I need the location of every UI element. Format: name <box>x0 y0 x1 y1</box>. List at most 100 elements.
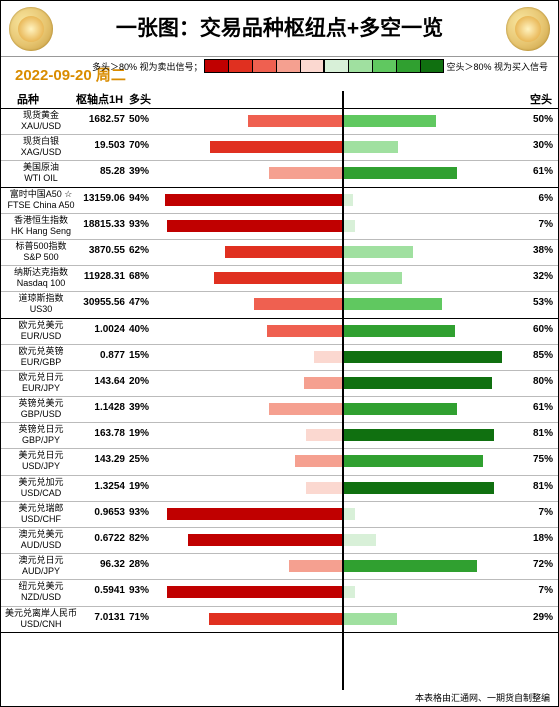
instrument-name: 富时中国A50 ☆FTSE China A50 <box>5 189 77 211</box>
pivot-value: 143.29 <box>73 454 125 465</box>
short-bar <box>342 377 492 389</box>
short-bar <box>342 298 442 310</box>
short-bar <box>342 403 457 415</box>
short-bar <box>342 325 455 337</box>
long-percent: 25% <box>129 454 149 465</box>
instrument-name: 现货白银XAG/USD <box>5 136 77 158</box>
long-bar <box>210 141 342 153</box>
pivot-value: 18815.33 <box>73 219 125 230</box>
long-percent: 93% <box>129 585 149 596</box>
logo-left-icon <box>9 7 53 51</box>
pivot-value: 1.3254 <box>73 481 125 492</box>
instrument-name: 英镑兑美元GBP/USD <box>5 398 77 420</box>
long-percent: 93% <box>129 219 149 230</box>
table-row: 纽元兑美元NZD/USD0.594193%7% <box>1 580 558 606</box>
instrument-name: 美元兑离岸人民币USD/CNH <box>5 608 77 630</box>
instrument-name: 澳元兑日元AUD/JPY <box>5 555 77 577</box>
pivot-value: 143.64 <box>73 376 125 387</box>
short-percent: 30% <box>533 140 553 151</box>
column-headers: 品种 枢轴点1H 多头 空头 <box>1 91 558 109</box>
short-percent: 18% <box>533 533 553 544</box>
table-row: 美元兑瑞郎USD/CHF0.965393%7% <box>1 502 558 528</box>
pivot-value: 0.9653 <box>73 507 125 518</box>
pivot-value: 13159.06 <box>73 193 125 204</box>
short-percent: 7% <box>539 219 553 230</box>
short-percent: 80% <box>533 376 553 387</box>
long-percent: 39% <box>129 402 149 413</box>
pivot-value: 30955.56 <box>73 297 125 308</box>
subheader: 2022-09-20 周二 多头＞80% 视为卖出信号； 空头＞80% 视为买入… <box>1 57 558 91</box>
long-percent: 70% <box>129 140 149 151</box>
table-row: 香港恒生指数HK Hang Seng18815.3393%7% <box>1 214 558 240</box>
instrument-name: 英镑兑日元GBP/JPY <box>5 424 77 446</box>
short-bar <box>342 455 483 467</box>
table-row: 纳斯达克指数Nasdaq 10011928.3168%32% <box>1 266 558 292</box>
short-bar <box>342 351 502 363</box>
long-bar <box>167 220 342 232</box>
legend-short-label: 空头＞80% 视为买入信号 <box>446 60 548 73</box>
page-container: 一张图：交易品种枢纽点+多空一览 2022-09-20 周二 多头＞80% 视为… <box>0 0 559 707</box>
short-percent: 53% <box>533 297 553 308</box>
table-row: 美国原油WTI OIL85.2839%61% <box>1 161 558 187</box>
pivot-value: 1.1428 <box>73 402 125 413</box>
legend-long-label: 多头＞80% 视为卖出信号； <box>92 60 203 73</box>
short-percent: 7% <box>539 585 553 596</box>
short-percent: 6% <box>539 193 553 204</box>
col-name: 品种 <box>17 91 39 107</box>
table-row: 欧元兑日元EUR/JPY143.6420%80% <box>1 371 558 397</box>
table-row: 现货白银XAG/USD19.50370%30% <box>1 135 558 161</box>
instrument-name: 澳元兑美元AUD/USD <box>5 529 77 551</box>
table-row: 澳元兑美元AUD/USD0.672282%18% <box>1 528 558 554</box>
table-row: 美元兑离岸人民币USD/CNH7.013171%29% <box>1 607 558 633</box>
long-percent: 47% <box>129 297 149 308</box>
pivot-value: 1682.57 <box>73 114 125 125</box>
center-divider <box>342 91 344 690</box>
short-bar <box>342 272 402 284</box>
col-pivot: 枢轴点1H <box>76 91 123 107</box>
long-bar <box>209 613 342 625</box>
long-percent: 68% <box>129 271 149 282</box>
long-bar <box>269 403 342 415</box>
short-percent: 72% <box>533 559 553 570</box>
long-percent: 62% <box>129 245 149 256</box>
instrument-name: 欧元兑美元EUR/USD <box>5 320 77 342</box>
instrument-name: 现货黄金XAU/USD <box>5 110 77 132</box>
long-percent: 40% <box>129 324 149 335</box>
long-bar <box>306 429 342 441</box>
long-bar <box>225 246 342 258</box>
instrument-name: 美国原油WTI OIL <box>5 162 77 184</box>
long-bar <box>167 508 342 520</box>
long-bar <box>254 298 342 310</box>
short-percent: 38% <box>533 245 553 256</box>
table-row: 美元兑日元USD/JPY143.2925%75% <box>1 449 558 475</box>
long-bar <box>248 115 342 127</box>
pivot-value: 1.0024 <box>73 324 125 335</box>
short-percent: 81% <box>533 428 553 439</box>
long-bar <box>167 586 342 598</box>
legend-long-swatches <box>204 59 324 73</box>
instrument-name: 美元兑加元USD/CAD <box>5 477 77 499</box>
table-row: 标普500指数S&P 5003870.5562%38% <box>1 240 558 266</box>
instrument-name: 欧元兑英镑EUR/GBP <box>5 346 77 368</box>
pivot-value: 85.28 <box>73 166 125 177</box>
short-percent: 75% <box>533 454 553 465</box>
long-percent: 50% <box>129 114 149 125</box>
page-title: 一张图：交易品种枢纽点+多空一览 <box>1 1 558 57</box>
short-bar <box>342 482 494 494</box>
short-bar <box>342 560 477 572</box>
short-percent: 61% <box>533 166 553 177</box>
instrument-name: 美元兑瑞郎USD/CHF <box>5 503 77 525</box>
long-percent: 15% <box>129 350 149 361</box>
long-bar <box>314 351 342 363</box>
table-row: 澳元兑日元AUD/JPY96.3228%72% <box>1 554 558 580</box>
pivot-value: 163.78 <box>73 428 125 439</box>
legend-short-swatches <box>324 59 444 73</box>
instrument-name: 纳斯达克指数Nasdaq 100 <box>5 267 77 289</box>
short-bar <box>342 141 398 153</box>
pivot-value: 96.32 <box>73 559 125 570</box>
table-row: 道琼斯指数US3030955.5647%53% <box>1 292 558 318</box>
long-bar <box>304 377 342 389</box>
table-row: 英镑兑日元GBP/JPY163.7819%81% <box>1 423 558 449</box>
long-percent: 19% <box>129 481 149 492</box>
legend: 多头＞80% 视为卖出信号； 空头＞80% 视为买入信号 <box>90 59 550 73</box>
